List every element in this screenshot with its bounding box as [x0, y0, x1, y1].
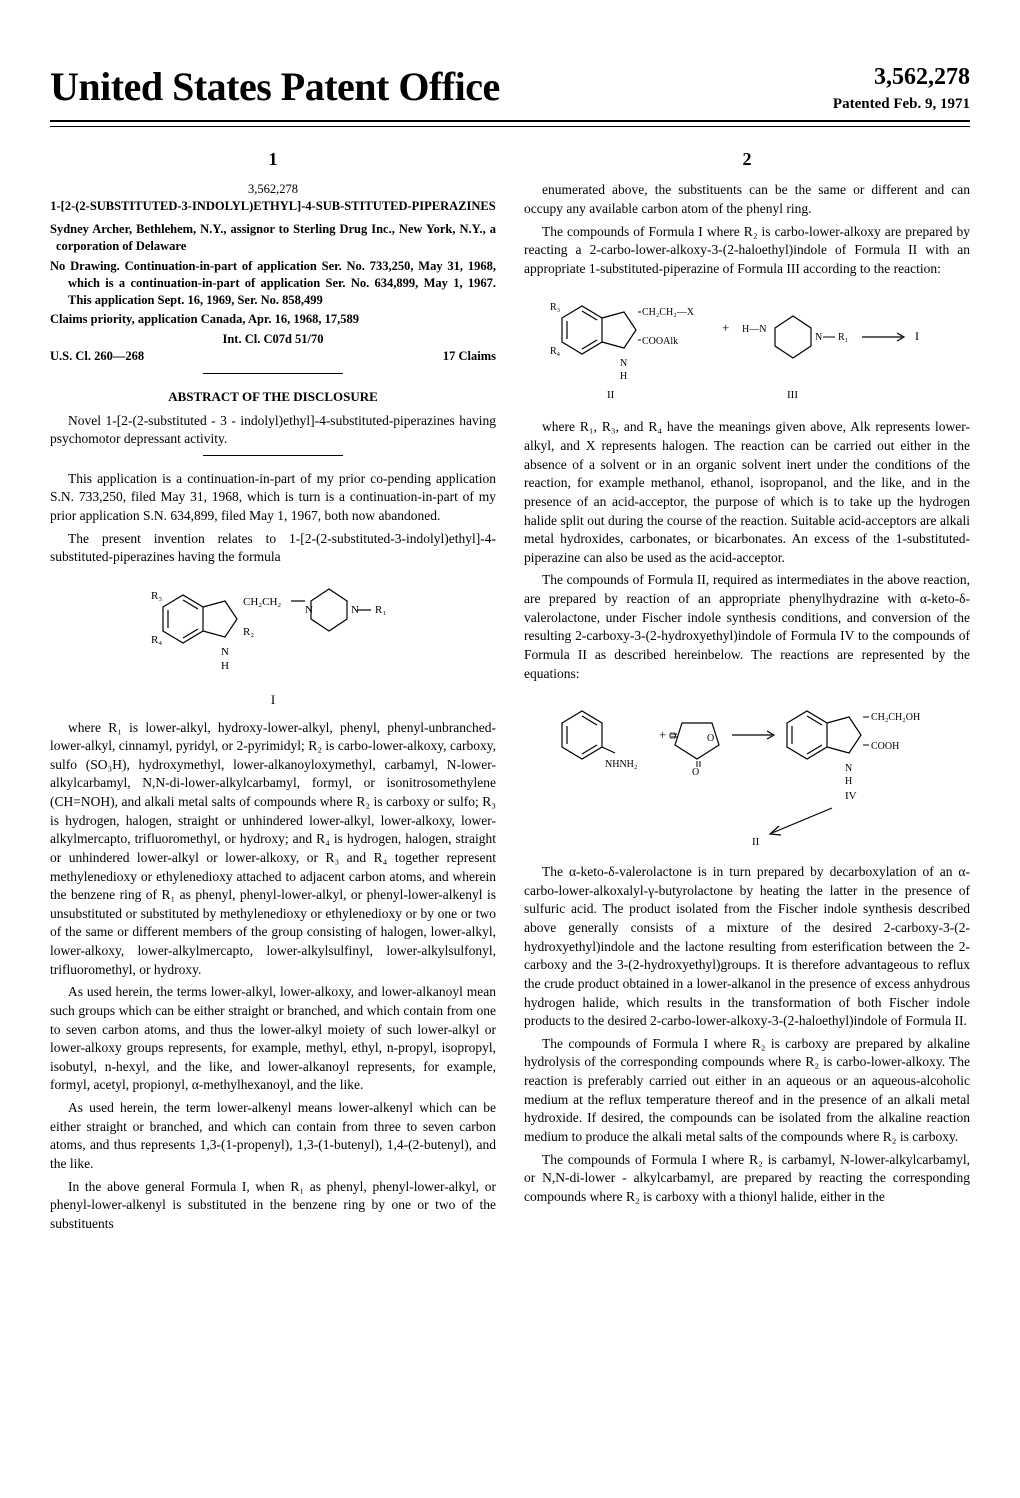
body-paragraph: The α-keto-δ-valerolactone is in turn pr…	[524, 863, 970, 1031]
formula-I-label: I	[50, 691, 496, 709]
arrow-to-I: I	[915, 329, 919, 343]
inline-patent-number: 3,562,278	[50, 181, 496, 198]
header-patent-date: Patented Feb. 9, 1971	[833, 94, 970, 114]
body-paragraph: The compounds of Formula II, required as…	[524, 571, 970, 683]
body-paragraph: In the above general Formula I, when R₁ …	[50, 1178, 496, 1234]
chemical-reaction-IV: NHNH₂ + O O O	[524, 693, 970, 853]
h-label-iv: H	[845, 776, 852, 787]
r1-label: R₁	[838, 332, 848, 343]
divider-rule-2	[203, 455, 343, 456]
ch-label: CH₂CH₂	[243, 596, 281, 608]
formula-II-ref: II	[752, 836, 760, 848]
abstract-text: Novel 1-[2-(2-substituted - 3 - indolyl)…	[50, 412, 496, 449]
patent-title: 1-[2-(2-SUBSTITUTED-3-INDOLYL)ETHYL]-4-S…	[50, 198, 496, 215]
body-paragraph: As used herein, the terms lower-alkyl, l…	[50, 983, 496, 1095]
body-paragraph: enumerated above, the substituents can b…	[524, 181, 970, 218]
assignor-text: Sydney Archer, Bethlehem, N.Y., assignor…	[50, 221, 496, 255]
formula-IV-label: IV	[845, 790, 857, 802]
patent-title-block: 3,562,278 1-[2-(2-SUBSTITUTED-3-INDOLYL)…	[50, 181, 496, 215]
r1-label: R₁	[375, 604, 386, 616]
patent-header: United States Patent Office 3,562,278 Pa…	[50, 60, 970, 122]
priority-claim: Claims priority, application Canada, Apr…	[50, 311, 496, 328]
nhnh-label: NHNH₂	[605, 759, 637, 770]
cooalk-label: COOAlk	[642, 336, 678, 347]
international-class: Int. Cl. C07d 51/70	[50, 331, 496, 348]
body-paragraph: The present invention relates to 1-[2-(2…	[50, 530, 496, 567]
r3-label: R₃	[550, 302, 560, 313]
chohlabel: CH₂CH₂OH	[871, 712, 920, 723]
n-label: N	[620, 358, 627, 369]
formula-II-label: II	[607, 389, 615, 401]
n-label-iv: N	[845, 763, 852, 774]
n-label-2: N	[305, 604, 313, 616]
body-paragraph: where R₁, R₃, and R₄ have the meanings g…	[524, 418, 970, 567]
r4-label: R₄	[151, 634, 162, 646]
r4-label: R₄	[550, 346, 561, 357]
body-paragraph: This application is a continuation-in-pa…	[50, 470, 496, 526]
two-column-layout: 1 3,562,278 1-[2-(2-SUBSTITUTED-3-INDOLY…	[50, 147, 970, 1237]
r3-label: R₃	[151, 590, 162, 602]
claims-count: 17 Claims	[443, 348, 496, 365]
plus-sign-2: +	[659, 727, 666, 742]
column-number-2: 2	[524, 147, 970, 171]
header-right-block: 3,562,278 Patented Feb. 9, 1971	[833, 61, 970, 114]
plus-sign: +	[722, 320, 729, 335]
formula-III-label: III	[787, 389, 798, 401]
header-patent-number: 3,562,278	[833, 61, 970, 93]
hn-label: H—N	[742, 324, 766, 335]
h-label: H	[620, 371, 627, 382]
o-label-3: O	[692, 767, 699, 778]
chemical-reaction-II-III: R₃ R₄ N H CH₂CH₂—X COOAlk + H—N N R₁ I	[524, 288, 970, 408]
body-paragraph: where R₁ is lower-alkyl, hydroxy-lower-a…	[50, 719, 496, 980]
column-2: 2 enumerated above, the substituents can…	[524, 147, 970, 1237]
column-number-1: 1	[50, 147, 496, 171]
n-label-r: N	[815, 332, 822, 343]
abstract-heading: ABSTRACT OF THE DISCLOSURE	[50, 388, 496, 406]
cooh-label: COOH	[871, 741, 899, 752]
chemical-formula-I: R₃ R₄ N H R₂ CH₂CH₂ N N R₁ I	[50, 577, 496, 709]
office-title: United States Patent Office	[50, 60, 500, 114]
us-class: U.S. Cl. 260—268	[50, 348, 144, 365]
divider-rule	[203, 373, 343, 374]
body-paragraph: The compounds of Formula I where R₂ is c…	[524, 223, 970, 279]
column-1: 1 3,562,278 1-[2-(2-SUBSTITUTED-3-INDOLY…	[50, 147, 496, 1237]
filing-history: No Drawing. Continuation-in-part of appl…	[50, 258, 496, 309]
body-paragraph: As used herein, the term lower-alkenyl m…	[50, 1099, 496, 1174]
body-paragraph: The compounds of Formula I where R₂ is c…	[524, 1151, 970, 1207]
chx-label: CH₂CH₂—X	[642, 307, 695, 318]
us-class-row: U.S. Cl. 260—268 17 Claims	[50, 348, 496, 365]
header-rule	[50, 126, 970, 127]
o-label-2: O	[707, 733, 714, 744]
h-label: H	[221, 660, 229, 672]
body-paragraph: The compounds of Formula I where R₂ is c…	[524, 1035, 970, 1147]
r2-label: R₂	[243, 626, 254, 638]
n-label: N	[221, 646, 229, 658]
